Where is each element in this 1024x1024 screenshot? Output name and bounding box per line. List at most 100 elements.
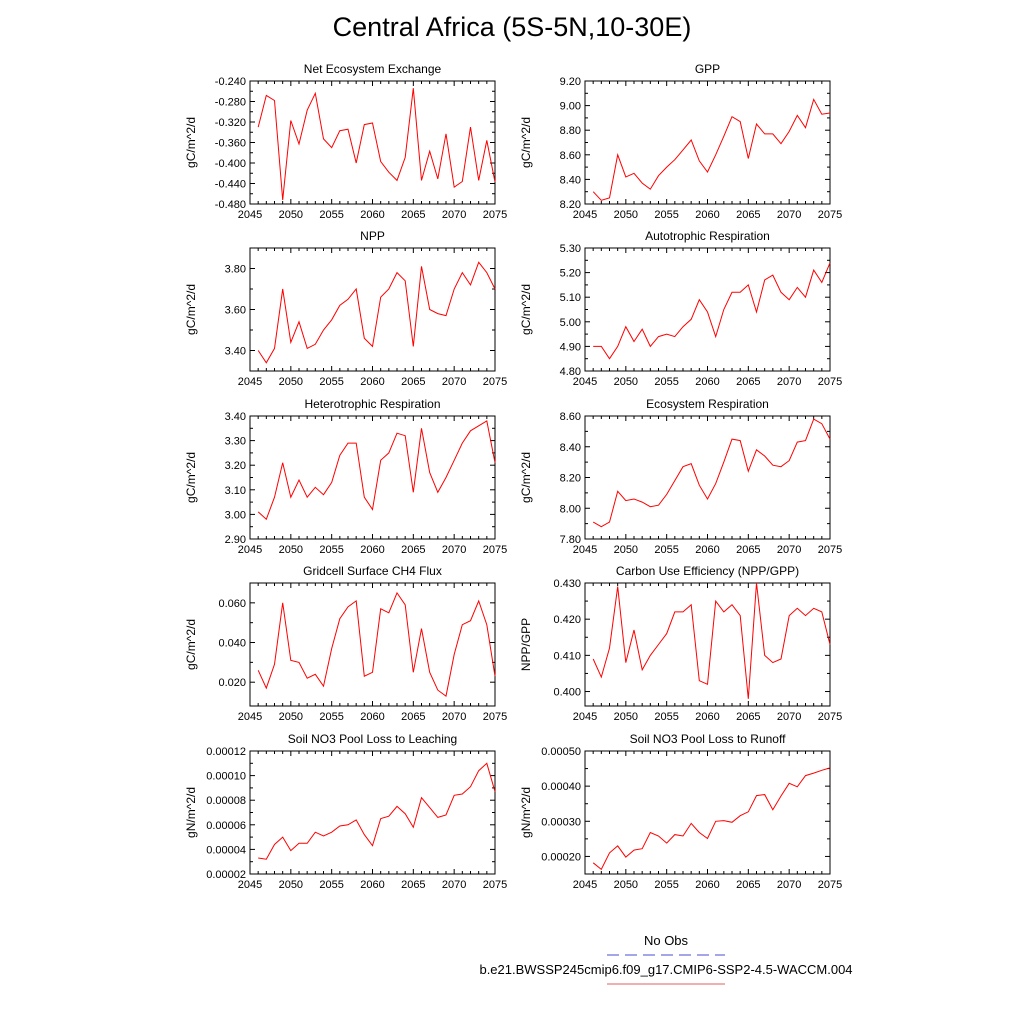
y-tick-label: 0.400 [553,687,581,699]
y-tick-label: 0.00020 [541,851,581,863]
x-tick-label: 2070 [777,544,801,556]
y-tick-label: 0.060 [218,598,246,610]
y-tick-label: 0.00040 [541,781,581,793]
x-tick-label: 2060 [360,209,384,221]
x-tick-label: 2060 [360,376,384,388]
x-tick-label: 2065 [736,209,760,221]
x-tick-label: 2055 [654,711,678,723]
x-tick-label: 2050 [614,209,638,221]
panel-title: Heterotrophic Respiration [304,397,440,411]
x-tick-label: 2060 [360,711,384,723]
plot-frame [584,80,831,205]
chart-panel-6: Ecosystem Respiration gC/m^2/d 2045 2050 205… [519,397,842,556]
y-tick-label: 8.00 [560,503,581,515]
series-line [592,98,831,201]
x-tick-label: 2045 [238,879,262,891]
x-tick-label: 2055 [654,879,678,891]
y-tick-label: 3.40 [225,346,246,358]
panel-title: GPP [695,62,720,76]
x-tick-label: 2045 [573,879,597,891]
x-tick-label: 2050 [279,879,303,891]
legend-obs-text: No Obs [643,933,689,948]
y-axis-label: gC/m^2/d [184,452,198,503]
chart-panel-10: Soil NO3 Pool Loss to Runoff gN/m^2/d 2045… [519,732,842,891]
y-tick-label: 0.00002 [206,869,246,881]
x-tick-label: 2065 [736,879,760,891]
x-tick-label: 2050 [279,711,303,723]
x-tick-label: 2070 [777,209,801,221]
y-tick-label: 3.20 [225,460,246,472]
x-tick-label: 2070 [442,879,466,891]
x-tick-label: 2045 [573,376,597,388]
x-tick-label: 2065 [736,376,760,388]
x-tick-label: 2060 [360,544,384,556]
y-axis-label: gC/m^2/d [184,619,198,670]
series-line [257,420,496,521]
y-tick-label: 8.40 [560,442,581,454]
x-tick-label: 2065 [401,376,425,388]
y-tick-label: 4.80 [560,366,581,378]
y-axis-label: gC/m^2/d [519,284,533,335]
y-tick-label: 3.40 [225,411,246,423]
y-axis-label: NPP/GPP [519,618,533,671]
series-line [592,767,831,871]
plot-frame [249,80,496,205]
y-tick-label: 9.00 [560,101,581,113]
legend-case-text: b.e21.BWSSP245cmip6.f09_g17.CMIP6-SSP2-4… [479,962,853,977]
x-tick-label: 2055 [319,711,343,723]
y-tick-label: -0.400 [215,158,246,170]
x-tick-label: 2050 [614,376,638,388]
series-line [592,582,831,699]
y-tick-label: 2.90 [225,534,246,546]
series-line [258,762,496,860]
x-tick-label: 2075 [818,376,842,388]
y-axis-label: gN/m^2/d [519,787,533,838]
plot-frame [249,582,496,707]
panel-title: NPP [360,229,385,243]
y-tick-label: -0.280 [215,97,246,109]
y-tick-label: -0.360 [215,138,246,150]
figure-title: Central Africa (5S-5N,10-30E) [332,12,692,42]
panel-title: Autotrophic Respiration [645,229,770,243]
x-tick-label: 2045 [238,376,262,388]
y-tick-label: 5.30 [560,243,581,255]
x-tick-label: 2055 [319,544,343,556]
y-axis-label: gC/m^2/d [184,117,198,168]
series-line [257,261,496,364]
x-tick-label: 2055 [319,879,343,891]
chart-panel-2: GPP gC/m^2/d 2045 2050 2055 2060 2065 2070 2075 8… [519,62,842,221]
y-tick-label: 0.00008 [206,795,246,807]
x-tick-label: 2050 [279,376,303,388]
y-tick-label: 0.00006 [206,820,246,832]
y-tick-label: 9.20 [560,76,581,88]
plot-frame [584,247,831,372]
x-tick-label: 2075 [483,879,507,891]
y-tick-label: 8.80 [560,125,581,137]
y-tick-label: 5.20 [560,268,581,280]
y-axis-label: gC/m^2/d [519,117,533,168]
x-tick-label: 2075 [818,209,842,221]
plot-frame [584,582,831,707]
x-tick-label: 2070 [442,376,466,388]
y-tick-label: 0.040 [218,638,246,650]
x-tick-label: 2075 [483,544,507,556]
x-tick-label: 2075 [818,711,842,723]
x-tick-label: 2075 [483,711,507,723]
y-tick-label: 8.20 [560,199,581,211]
y-tick-label: -0.480 [215,199,246,211]
y-tick-label: 8.60 [560,150,581,162]
plot-frame [584,750,831,875]
series-line [592,418,831,528]
y-tick-label: 8.60 [560,411,581,423]
x-tick-label: 2065 [736,544,760,556]
x-tick-label: 2050 [614,544,638,556]
y-tick-label: 0.00010 [206,771,246,783]
y-tick-label: 0.420 [553,614,581,626]
panel-title: Gridcell Surface CH4 Flux [303,564,442,578]
y-tick-label: 0.410 [553,650,581,662]
x-tick-label: 2060 [695,544,719,556]
x-tick-label: 2060 [360,879,384,891]
panel-title: Carbon Use Efficiency (NPP/GPP) [616,564,799,578]
x-tick-label: 2055 [654,209,678,221]
panel-title: Ecosystem Respiration [646,397,769,411]
